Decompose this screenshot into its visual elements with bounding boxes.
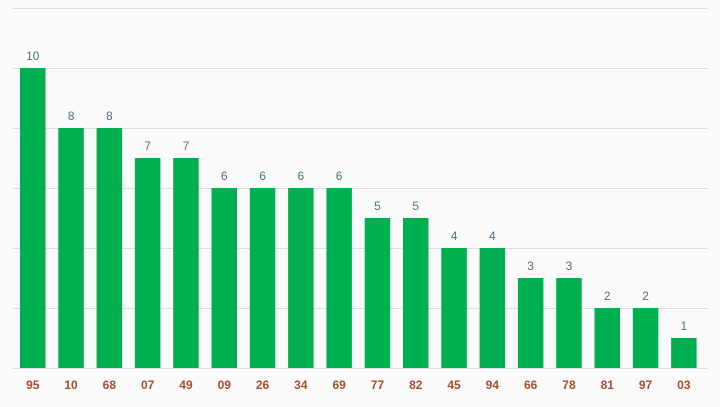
- bar-82: [403, 218, 429, 368]
- value-label-77: 5: [374, 199, 381, 213]
- category-label-66: 66: [524, 378, 538, 392]
- category-label-81: 81: [601, 378, 615, 392]
- value-label-49: 7: [183, 139, 190, 153]
- bar-07: [134, 158, 161, 368]
- category-label-68: 68: [103, 378, 117, 392]
- bar-66: [517, 278, 544, 368]
- value-label-78: 3: [566, 259, 573, 273]
- value-label-68: 8: [106, 109, 113, 123]
- bar-69: [326, 188, 352, 368]
- value-label-09: 6: [221, 169, 228, 183]
- bar-81: [594, 308, 620, 368]
- bar-49: [173, 158, 199, 368]
- category-label-78: 78: [562, 378, 576, 392]
- category-label-95: 95: [26, 378, 40, 392]
- value-label-95: 10: [26, 49, 40, 63]
- bar-10: [58, 128, 84, 368]
- bar-68: [96, 128, 123, 368]
- bar-26: [249, 188, 276, 368]
- category-label-34: 34: [294, 378, 308, 392]
- value-label-10: 8: [68, 109, 75, 123]
- category-label-07: 07: [141, 378, 155, 392]
- category-label-26: 26: [256, 378, 270, 392]
- category-label-03: 03: [677, 378, 691, 392]
- category-label-77: 77: [371, 378, 385, 392]
- bar-03: [671, 338, 697, 368]
- category-label-94: 94: [486, 378, 500, 392]
- bar-97: [632, 308, 659, 368]
- value-label-03: 1: [681, 319, 688, 333]
- bar-95: [20, 68, 46, 368]
- bar-94: [479, 248, 506, 368]
- value-label-81: 2: [604, 289, 611, 303]
- bar-78: [556, 278, 582, 368]
- value-label-69: 6: [336, 169, 343, 183]
- bar-09: [211, 188, 237, 368]
- bar-34: [288, 188, 314, 368]
- value-label-94: 4: [489, 229, 496, 243]
- category-label-49: 49: [179, 378, 193, 392]
- category-label-45: 45: [447, 378, 461, 392]
- category-label-10: 10: [64, 378, 78, 392]
- value-label-34: 6: [298, 169, 305, 183]
- bar-77: [364, 218, 391, 368]
- category-label-97: 97: [639, 378, 653, 392]
- value-label-97: 2: [642, 289, 649, 303]
- value-label-07: 7: [144, 139, 151, 153]
- value-label-26: 6: [259, 169, 266, 183]
- value-label-82: 5: [412, 199, 419, 213]
- value-label-45: 4: [451, 229, 458, 243]
- value-label-66: 3: [527, 259, 534, 273]
- category-label-69: 69: [332, 378, 346, 392]
- bars: 1095810868707749609626634669577582445494…: [20, 49, 697, 392]
- category-label-09: 09: [218, 378, 232, 392]
- category-label-82: 82: [409, 378, 423, 392]
- gridlines: [13, 8, 708, 369]
- bar-45: [441, 248, 467, 368]
